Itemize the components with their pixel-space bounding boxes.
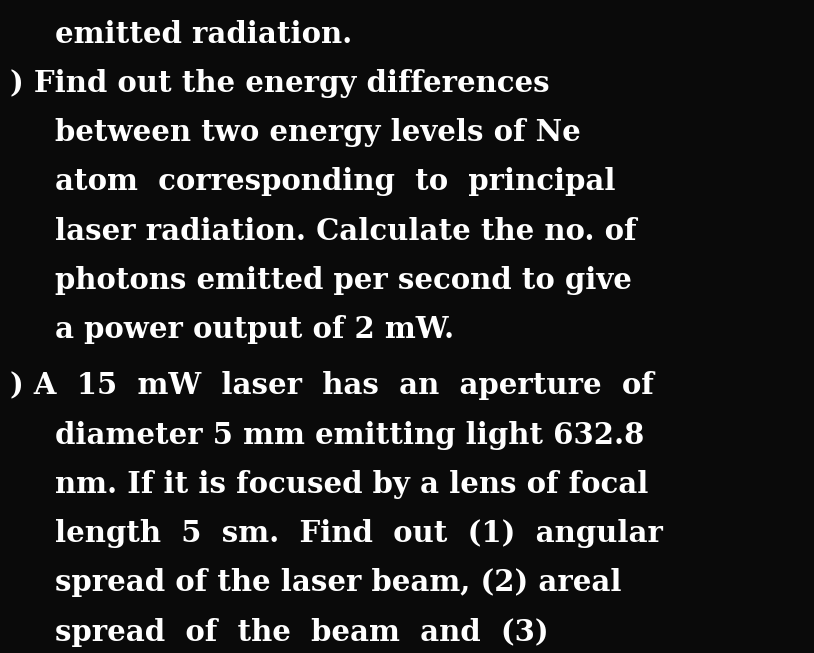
Text: nm. If it is focused by a lens of focal: nm. If it is focused by a lens of focal bbox=[55, 470, 649, 499]
Text: length  5  sm.  Find  out  (1)  angular: length 5 sm. Find out (1) angular bbox=[55, 519, 663, 548]
Text: ) A  15  mW  laser  has  an  aperture  of: ) A 15 mW laser has an aperture of bbox=[10, 371, 654, 400]
Text: emitted radiation.: emitted radiation. bbox=[55, 20, 352, 48]
Text: ) Find out the energy differences: ) Find out the energy differences bbox=[10, 69, 549, 98]
Text: diameter 5 mm emitting light 632.8: diameter 5 mm emitting light 632.8 bbox=[55, 421, 645, 449]
Text: spread of the laser beam, (2) areal: spread of the laser beam, (2) areal bbox=[55, 569, 622, 597]
Text: atom  corresponding  to  principal: atom corresponding to principal bbox=[55, 167, 616, 197]
Text: a power output of 2 mW.: a power output of 2 mW. bbox=[55, 315, 454, 344]
Text: between two energy levels of Ne: between two energy levels of Ne bbox=[55, 118, 581, 147]
Text: spread  of  the  beam  and  (3): spread of the beam and (3) bbox=[55, 618, 549, 646]
Text: laser radiation. Calculate the no. of: laser radiation. Calculate the no. of bbox=[55, 217, 637, 246]
Text: photons emitted per second to give: photons emitted per second to give bbox=[55, 266, 632, 295]
